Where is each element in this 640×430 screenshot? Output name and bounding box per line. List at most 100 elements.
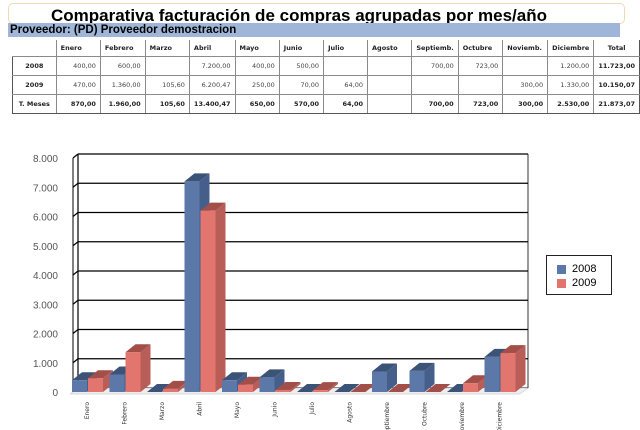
bar-2008-Agosto [334, 384, 360, 392]
table-cell [323, 56, 369, 76]
table-cell [367, 75, 413, 95]
table-cell: 470,00 [55, 75, 101, 95]
table-cell [144, 56, 190, 76]
y-tick-label: 2.000 [33, 330, 58, 341]
table-cell: 700,00 [411, 94, 459, 114]
row-total: 11.723,00 [593, 56, 640, 76]
table-row: 2008 400,00 600,00 7.200,00 400,00 500,0… [12, 56, 640, 76]
table-header-row: Enero Febrero Marzo Abril Mayo Junio Jul… [13, 40, 640, 57]
table-cell: 723,00 [457, 94, 504, 114]
x-tick-label: Mayo [234, 402, 241, 418]
bar-2009-Junio [275, 381, 301, 392]
x-tick-label: Noviembre [459, 402, 466, 430]
row-label: T. Meses [12, 94, 57, 114]
bar-2009-Febrero [125, 344, 151, 392]
row-label: 2009 [12, 75, 57, 95]
table-cell [367, 94, 413, 114]
bar-2008-Junio [259, 369, 285, 392]
y-axis: 0 1.000 2.000 3.000 4.000 5.000 6.000 7.000 8.00… [33, 154, 58, 399]
x-tick-label: Junio [272, 402, 279, 418]
legend-label: 2008 [572, 263, 597, 275]
provider-bar: Proveedor: (PD) Proveedor demostracion [8, 23, 620, 37]
table-cell: 723,00 [457, 56, 504, 76]
bar-2009-Agosto [350, 384, 376, 392]
table-cell: 1.200,00 [547, 56, 595, 76]
col-header: Septiemb. [411, 40, 459, 57]
legend-label: 2009 [572, 277, 597, 289]
col-header: Noviemb. [502, 40, 549, 57]
x-tick-label: Diciembre [497, 402, 504, 430]
table-cell [502, 56, 549, 76]
y-tick-label: 1.000 [33, 359, 58, 370]
chart-bars [72, 173, 526, 392]
table-cell: 700,00 [411, 56, 459, 76]
bar-2009-Septiembre [388, 384, 413, 392]
table-cell: 400,00 [55, 56, 101, 76]
table-cell: 70,00 [278, 75, 325, 95]
x-tick-label: Marzo [159, 402, 166, 420]
table-cell: 7.200,00 [188, 56, 236, 76]
table-cell [411, 75, 459, 95]
col-header: Julio [323, 40, 369, 57]
bar-2009-Abril [200, 202, 226, 392]
bar-2008-Octubre [409, 362, 435, 392]
table-cell: 2.530,00 [547, 94, 595, 114]
col-header: Abril [188, 40, 236, 57]
header-blank-cell [13, 40, 57, 57]
table-cell: 400,00 [234, 56, 280, 76]
table-cell: 105,60 [144, 94, 190, 114]
table-cell: 600,00 [99, 56, 146, 76]
y-tick-label: 6.000 [33, 213, 58, 224]
x-tick-label: Julio [309, 402, 316, 416]
col-header: Febrero [99, 40, 146, 57]
legend-swatch-icon [557, 264, 566, 274]
table-cell: 570,00 [278, 94, 325, 114]
y-tick-label: 3.000 [33, 300, 58, 311]
row-label: 2008 [12, 56, 57, 76]
bar-2009-Diciembre [500, 345, 526, 392]
table-cell: 870,00 [55, 94, 101, 114]
table-cell: 1.360,00 [99, 75, 146, 95]
x-tick-label: Febrero [122, 402, 129, 425]
table-cell: 250,00 [234, 75, 280, 95]
y-tick-label: 7.000 [33, 183, 58, 194]
title-box: Comparativa facturación de compras agrup… [8, 3, 625, 25]
col-header: Total [593, 40, 640, 57]
legend-swatch-icon [557, 278, 566, 288]
table-cell: 300,00 [502, 75, 549, 95]
table-cell [367, 56, 413, 76]
col-header: Octubre [457, 40, 504, 57]
table-cell: 650,00 [234, 94, 280, 114]
col-header: Marzo [144, 40, 190, 57]
legend-item-2009: 2009 [557, 277, 596, 289]
x-tick-label: Agosto [347, 402, 354, 423]
page-title: Comparativa facturación de compras agrup… [51, 6, 547, 25]
bar-chart: 0 1.000 2.000 3.000 4.000 5.000 6.000 7.000 8.00… [33, 153, 529, 430]
bar-2008-Julio [297, 384, 322, 392]
y-tick-label: 8.000 [33, 154, 58, 165]
col-header: Diciembre [547, 40, 595, 57]
y-tick-label: 0 [52, 388, 58, 399]
billing-table: Enero Febrero Marzo Abril Mayo Junio Jul… [12, 40, 640, 114]
legend-item-2008: 2008 [557, 263, 596, 275]
row-total: 10.150,07 [593, 75, 640, 95]
col-header: Junio [278, 40, 325, 57]
table-cell: 6.200,47 [188, 75, 236, 95]
table-total-row: T. Meses 870,00 1.960,00 105,60 13.400,4… [12, 94, 640, 114]
chart-legend: 2008 2009 [546, 255, 612, 295]
bar-2009-Julio [313, 382, 338, 392]
provider-label: Proveedor: (PD) Proveedor demostracion [10, 24, 237, 36]
col-header: Enero [55, 40, 101, 57]
x-tick-label: Septiembre [384, 402, 391, 430]
table-cell [457, 75, 504, 95]
table-cell: 64,00 [323, 94, 369, 114]
col-header: Agosto [367, 40, 413, 57]
table-cell: 1.960,00 [99, 94, 146, 114]
col-header: Mayo [234, 40, 280, 57]
table-cell: 500,00 [278, 56, 325, 76]
table-cell: 300,00 [502, 94, 549, 114]
table-cell: 13.400,47 [188, 94, 236, 114]
x-tick-label: Octubre [422, 402, 429, 426]
grand-total: 21.873,07 [593, 94, 640, 114]
bar-2008-Septiembre [372, 363, 397, 392]
